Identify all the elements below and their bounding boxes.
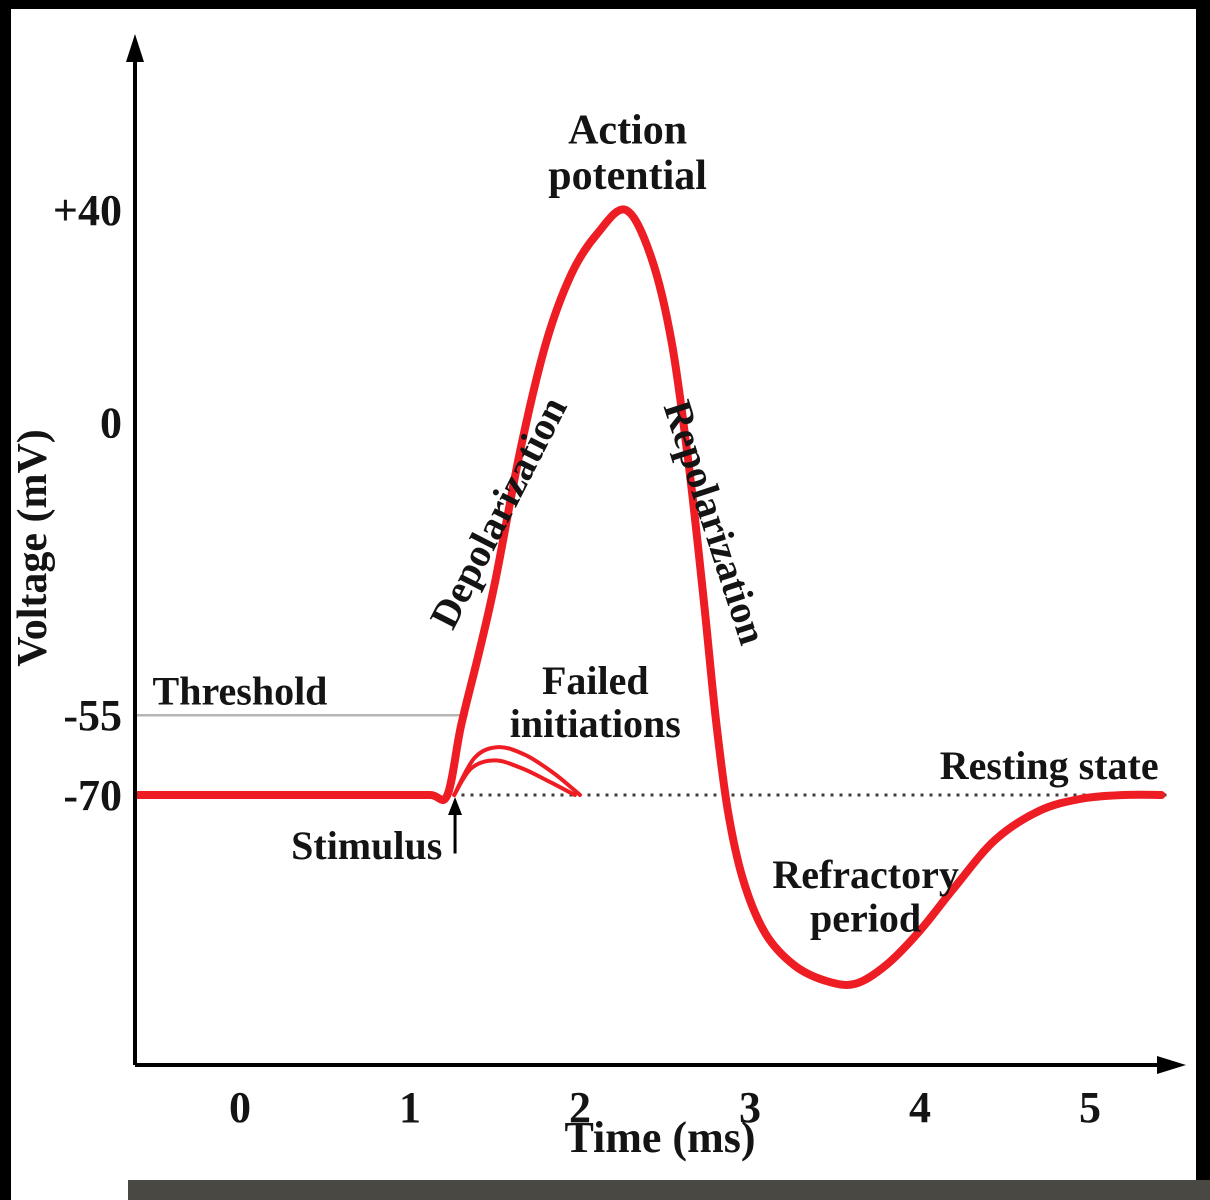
series-failed-initiation-2 xyxy=(452,758,577,797)
y-tick-label-0: 0 xyxy=(100,399,122,448)
annotation-action-potential: Action potential xyxy=(548,108,707,199)
frame-edge-bottom xyxy=(128,1180,1210,1200)
y-axis-label: Voltage (mV) xyxy=(10,429,56,667)
x-axis-arrow-icon xyxy=(1157,1056,1186,1074)
x-axis-label: Time (ms) xyxy=(564,1113,755,1162)
frame-edge-left xyxy=(0,0,11,1200)
frame-edge-top xyxy=(0,0,1210,9)
frame-edge-right xyxy=(1196,0,1210,1184)
y-axis-arrow-icon xyxy=(126,34,144,62)
annotation-depolarization: Depolarization xyxy=(421,389,576,635)
series-failed-initiation-1 xyxy=(452,745,582,797)
annotation-resting-state: Resting state xyxy=(940,743,1159,788)
annotation-repolarization: Repolarization xyxy=(655,395,776,650)
x-tick-label-3: 3 xyxy=(739,1083,761,1132)
x-tick-label-1: 1 xyxy=(399,1083,421,1132)
stimulus-arrow-head-icon xyxy=(448,796,463,815)
x-tick-label-5: 5 xyxy=(1079,1083,1101,1132)
annotation-stimulus: Stimulus xyxy=(291,823,442,868)
y-tick-label-+40: +40 xyxy=(53,186,122,235)
y-tick-label--70: -70 xyxy=(63,771,122,820)
annotation-refractory-period: Refractory period xyxy=(772,852,959,940)
annotation-threshold: Threshold xyxy=(153,669,328,714)
x-tick-label-2: 2 xyxy=(569,1083,591,1132)
x-tick-label-4: 4 xyxy=(909,1083,931,1132)
series-membrane-potential xyxy=(134,205,1166,989)
y-tick-label--55: -55 xyxy=(63,691,122,740)
x-tick-label-0: 0 xyxy=(229,1083,251,1132)
annotation-failed-initiations: Failed initiations xyxy=(510,658,681,746)
